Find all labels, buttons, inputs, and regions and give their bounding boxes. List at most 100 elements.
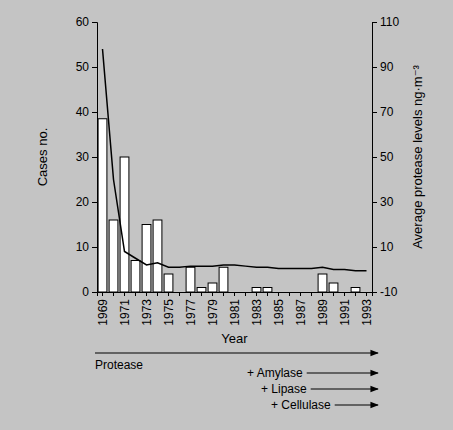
tick-label: 30 xyxy=(380,195,394,209)
tick xyxy=(201,292,202,296)
tick: 10 xyxy=(372,240,394,254)
tick-mark xyxy=(245,292,246,296)
line xyxy=(103,49,367,271)
bar xyxy=(197,288,206,293)
tick: 90 xyxy=(372,60,394,74)
tick-label: 1977 xyxy=(184,299,198,326)
tick-label: 0 xyxy=(82,285,89,299)
bar xyxy=(252,288,261,293)
tick-mark xyxy=(372,202,377,203)
tick-label: 10 xyxy=(76,240,90,254)
tick: 1973 xyxy=(140,292,154,326)
tick: 60 xyxy=(76,15,97,29)
bar xyxy=(98,119,107,292)
tick-mark xyxy=(267,292,268,296)
tick-label: 1981 xyxy=(228,299,242,326)
tick-mark xyxy=(256,292,257,296)
tick-mark xyxy=(124,292,125,296)
bar xyxy=(318,274,327,292)
bar xyxy=(307,292,316,293)
tick: 1985 xyxy=(272,292,286,326)
tick-mark xyxy=(92,202,97,203)
tick: 1971 xyxy=(118,292,132,326)
tick-mark xyxy=(92,112,97,113)
tick: 1977 xyxy=(184,292,198,326)
tick-label: 60 xyxy=(76,15,90,29)
tick-mark xyxy=(113,292,114,296)
bar xyxy=(131,261,140,293)
tick-label: -10 xyxy=(380,285,398,299)
tick-label: 50 xyxy=(76,60,90,74)
tick: 20 xyxy=(76,195,97,209)
tick xyxy=(135,292,136,296)
tick-label: 1973 xyxy=(140,299,154,326)
tick xyxy=(245,292,246,296)
tick-mark xyxy=(135,292,136,296)
tick-label: 10 xyxy=(380,240,394,254)
tick-mark xyxy=(92,157,97,158)
bars xyxy=(98,119,360,292)
arrow xyxy=(335,404,378,405)
tick-mark xyxy=(300,292,301,296)
bar xyxy=(153,220,162,292)
tick-mark xyxy=(92,22,97,23)
tick xyxy=(333,292,334,296)
axis-line xyxy=(92,23,98,293)
x-axis-title: Year xyxy=(221,331,248,346)
tick-label: 20 xyxy=(76,195,90,209)
bar xyxy=(208,283,217,292)
annotations: Protease+ Amylase+ Lipase+ Cellulase xyxy=(95,353,378,412)
tick-label: 90 xyxy=(380,60,394,74)
tick-label: 30 xyxy=(76,150,90,164)
tick xyxy=(179,292,180,296)
bar xyxy=(142,225,151,293)
y2-axis: -101030507090110 xyxy=(372,15,399,299)
chart: 0102030405060-10103050709011019691971197… xyxy=(0,0,453,430)
bar xyxy=(164,274,173,292)
tick: 1993 xyxy=(360,292,374,326)
plot-area xyxy=(98,49,366,292)
tick xyxy=(311,292,312,296)
bar xyxy=(230,292,239,293)
tick: 110 xyxy=(372,15,399,29)
tick-mark xyxy=(234,292,235,296)
x-axis: 1969197119731975197719791981198319851987… xyxy=(96,292,374,326)
bar xyxy=(219,267,228,292)
tick-label: 1983 xyxy=(250,299,264,326)
annotation: + Amylase xyxy=(247,366,303,380)
tick xyxy=(223,292,224,296)
tick-label: 1985 xyxy=(272,299,286,326)
background xyxy=(0,0,453,430)
tick-label: 1979 xyxy=(206,299,220,326)
tick-mark xyxy=(289,292,290,296)
y-axis-title: Cases no. xyxy=(35,128,50,187)
tick: 1975 xyxy=(162,292,176,326)
tick-label: 110 xyxy=(380,15,399,29)
tick: 1989 xyxy=(316,292,330,326)
tick-mark xyxy=(344,292,345,296)
annotation: + Lipase xyxy=(261,382,307,396)
tick: 1969 xyxy=(96,292,110,326)
bar xyxy=(329,283,338,292)
tick: 10 xyxy=(76,240,97,254)
tick-mark xyxy=(278,292,279,296)
tick-mark xyxy=(102,292,103,296)
arrow xyxy=(95,352,378,353)
bar xyxy=(263,288,272,293)
bar xyxy=(340,292,349,293)
bar xyxy=(175,292,184,293)
tick: 0 xyxy=(82,285,97,299)
tick xyxy=(157,292,158,296)
tick-mark xyxy=(366,292,367,296)
bar xyxy=(241,292,250,293)
tick xyxy=(113,292,114,296)
tick-mark xyxy=(201,292,202,296)
y2-axis-title: Average protease levels ng·m⁻³ xyxy=(410,65,425,249)
bar xyxy=(351,288,360,293)
bar xyxy=(274,292,283,293)
tick xyxy=(289,292,290,296)
tick: -10 xyxy=(372,285,398,299)
tick-mark xyxy=(322,292,323,296)
arrow xyxy=(307,372,378,373)
bar xyxy=(186,267,195,292)
